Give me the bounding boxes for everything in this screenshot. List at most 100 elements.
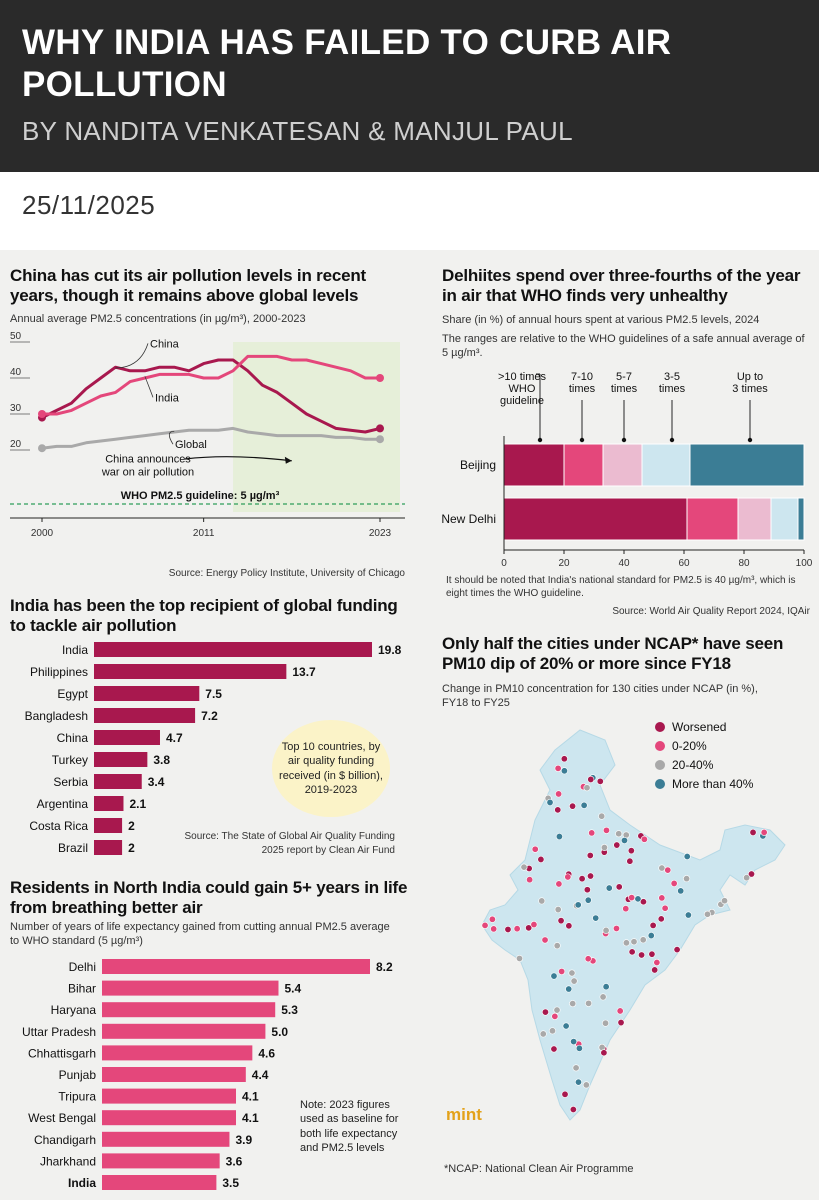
city-dot [546, 798, 554, 806]
city-dot [630, 938, 638, 946]
city-dot [683, 875, 691, 883]
map-legend-dot-2 [655, 760, 665, 770]
hours-chart-source: Source: World Air Quality Report 2024, I… [612, 606, 810, 617]
bar-value-label: 13.7 [292, 665, 316, 679]
series-label-india: India [155, 392, 180, 404]
city-dot [670, 879, 678, 887]
city-dot [653, 958, 661, 966]
bar-category-label: Philippines [30, 665, 88, 679]
city-dot [684, 911, 692, 919]
bar-value-label: 2 [128, 841, 135, 855]
bar-category-label: Delhi [69, 960, 96, 974]
shaded-region [233, 342, 400, 512]
city-dot [592, 914, 600, 922]
row-label-0: Beijing [460, 458, 496, 472]
bar-segment-1-3 [770, 497, 799, 541]
city-dot [550, 1045, 558, 1053]
city-dot [651, 966, 659, 974]
bar [102, 1002, 276, 1018]
bar-category-label: Costa Rica [29, 819, 88, 833]
city-dot [550, 972, 558, 980]
bar [102, 1175, 217, 1190]
bar-segment-0-0 [503, 443, 565, 487]
y-tick-label: 50 [10, 331, 22, 342]
city-dot [743, 874, 751, 882]
bar-value-label: 3.4 [148, 775, 165, 789]
bar-category-label: Bangladesh [25, 709, 88, 723]
city-dot [658, 864, 666, 872]
city-dot [749, 828, 757, 836]
city-dot [570, 1038, 578, 1046]
city-dot [615, 830, 623, 838]
city-dot [580, 801, 588, 809]
city-dot [638, 951, 646, 959]
city-dot [551, 1012, 559, 1020]
city-dot [598, 812, 606, 820]
bar [102, 1088, 236, 1104]
bar [102, 959, 370, 974]
bar-value-label: 5.4 [284, 982, 301, 996]
city-dot [575, 1044, 583, 1052]
bar-category-label: Haryana [51, 1003, 97, 1017]
bar-value-label: 3.9 [235, 1133, 252, 1147]
series-leader-china [115, 343, 149, 369]
legend-label-3: 3-5 [664, 371, 680, 383]
publish-date: 25/11/2025 [22, 190, 156, 220]
legend-label-0: guideline [500, 395, 544, 407]
city-dot [639, 898, 647, 906]
legend-label-3: times [659, 383, 686, 395]
bar-value-label: 4.7 [166, 731, 183, 745]
city-dot [600, 844, 608, 852]
map-legend-dot-3 [655, 779, 665, 789]
city-dot [747, 870, 755, 878]
city-dot [586, 851, 594, 859]
city-dot [537, 855, 545, 863]
city-dot [560, 755, 568, 763]
bar-category-label: India [68, 1176, 96, 1190]
bar-value-label: 8.2 [376, 960, 393, 974]
bar-category-label: Uttar Pradesh [22, 1025, 96, 1039]
city-dot [513, 925, 521, 933]
hours-chart-title: Delhiites spend over three-fourths of th… [442, 266, 801, 305]
city-dot [639, 936, 647, 944]
city-dot [703, 910, 711, 918]
bar-segment-0-1 [563, 443, 604, 487]
legend-pointer-dot-1 [579, 437, 585, 443]
city-dot [526, 876, 534, 884]
bar-value-label: 3.8 [153, 753, 170, 767]
city-dot [490, 925, 498, 933]
row-label-1: New Delhi [441, 512, 496, 526]
bar-value-label: 5.3 [281, 1003, 298, 1017]
bar-segment-1-4 [797, 497, 805, 541]
map-legend-label-0: Worsened [672, 720, 726, 734]
city-dot [658, 894, 666, 902]
city-dot [539, 1030, 547, 1038]
city-dot [616, 1007, 624, 1015]
map-subtitle: Change in PM10 concentration for 130 cit… [442, 683, 758, 710]
city-dot [760, 828, 768, 836]
legend-label-1: 7-10 [571, 371, 593, 383]
city-dot [530, 921, 538, 929]
bar-category-label: Punjab [59, 1068, 97, 1082]
life-chart-subtitle: Number of years of life expectancy gaine… [10, 921, 390, 948]
byline: BY NANDITA VENKATESAN & MANJUL PAUL [22, 116, 573, 146]
city-dot [520, 863, 528, 871]
series-start-point-global [38, 444, 46, 453]
legend-label-0: WHO [509, 383, 536, 395]
city-dot [615, 883, 623, 891]
x-tick-label: 60 [678, 558, 690, 569]
city-dot [605, 884, 613, 892]
funding-chart-title: India has been the top recipient of glob… [10, 596, 398, 635]
bar [94, 664, 287, 679]
series-line-china [41, 358, 381, 434]
x-tick-label: 2000 [31, 528, 54, 539]
bar-category-label: Serbia [53, 775, 88, 789]
city-dot [622, 905, 630, 913]
city-dot [560, 767, 568, 775]
city-dot [664, 866, 672, 874]
bar [94, 708, 196, 723]
bar [94, 774, 142, 789]
city-dot [626, 857, 634, 865]
legend-label-2: times [611, 383, 638, 395]
city-dot [640, 835, 648, 843]
